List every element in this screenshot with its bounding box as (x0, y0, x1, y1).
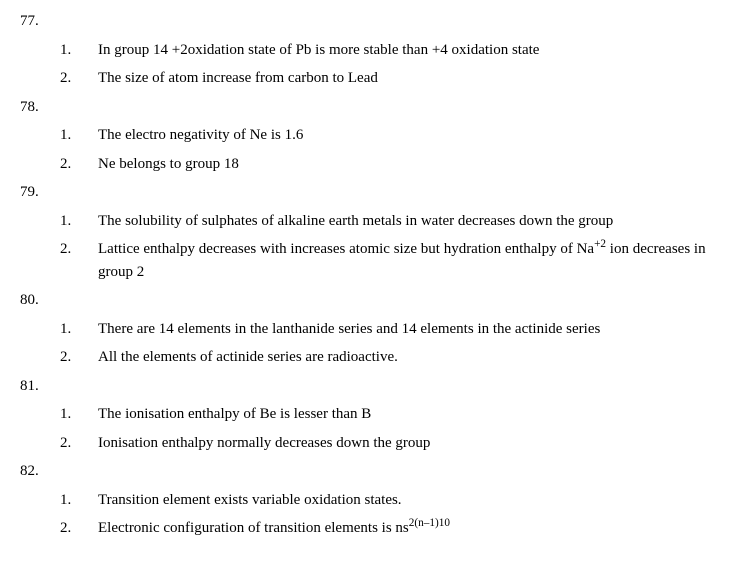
sub-item-number: 1. (60, 403, 90, 426)
sub-item-text: The size of atom increase from carbon to… (90, 67, 727, 90)
sub-item: 1.The solubility of sulphates of alkalin… (20, 210, 727, 233)
question-number: 80. (20, 289, 727, 312)
question-block: 79. 1.The solubility of sulphates of alka… (20, 181, 727, 283)
sub-item: 1.There are 14 elements in the lanthanid… (20, 318, 727, 341)
sub-item-text: Lattice enthalpy decreases with increase… (90, 238, 727, 283)
question-block: 82. 1.Transition element exists variable … (20, 460, 727, 540)
sub-item: 2.Ne belongs to group 18 (20, 153, 727, 176)
sub-item-text: Ionisation enthalpy normally decreases d… (90, 432, 727, 455)
question-block: 77. 1.In group 14 +2oxidation state of Pb… (20, 10, 727, 90)
question-block: 80. 1.There are 14 elements in the lantha… (20, 289, 727, 369)
question-number: 78. (20, 96, 727, 119)
sub-item-text: There are 14 elements in the lanthanide … (90, 318, 727, 341)
question-list: 77.1.In group 14 +2oxidation state of Pb… (20, 10, 727, 540)
sub-item-number: 2. (60, 153, 90, 176)
sub-item: 1.The ionisation enthalpy of Be is lesse… (20, 403, 727, 426)
sub-item-text: The ionisation enthalpy of Be is lesser … (90, 403, 727, 426)
sub-item-text: The solubility of sulphates of alkaline … (90, 210, 727, 233)
sub-item-number: 1. (60, 39, 90, 62)
sub-item: 1.Transition element exists variable oxi… (20, 489, 727, 512)
sub-item-number: 1. (60, 210, 90, 233)
sub-item: 2.Electronic configuration of transition… (20, 517, 727, 540)
sub-item-text: All the elements of actinide series are … (90, 346, 727, 369)
sub-item-number: 1. (60, 318, 90, 341)
sub-item-text: In group 14 +2oxidation state of Pb is m… (90, 39, 727, 62)
sub-item-text: Electronic configuration of transition e… (90, 517, 727, 540)
sub-item-text: Transition element exists variable oxida… (90, 489, 727, 512)
sub-item-number: 2. (60, 346, 90, 369)
sub-item-number: 2. (60, 67, 90, 90)
question-block: 78. 1.The electro negativity of Ne is 1.6… (20, 96, 727, 176)
sub-item-number: 2. (60, 238, 90, 283)
sub-item: 1.In group 14 +2oxidation state of Pb is… (20, 39, 727, 62)
question-number: 77. (20, 10, 727, 33)
sub-item: 2.Ionisation enthalpy normally decreases… (20, 432, 727, 455)
sub-item-number: 2. (60, 432, 90, 455)
sub-item-number: 1. (60, 124, 90, 147)
sub-item: 2.The size of atom increase from carbon … (20, 67, 727, 90)
question-number: 82. (20, 460, 727, 483)
sub-item: 2.Lattice enthalpy decreases with increa… (20, 238, 727, 283)
sub-item-text: The electro negativity of Ne is 1.6 (90, 124, 727, 147)
question-block: 81. 1.The ionisation enthalpy of Be is le… (20, 375, 727, 455)
question-number: 81. (20, 375, 727, 398)
sub-item-number: 1. (60, 489, 90, 512)
question-number: 79. (20, 181, 727, 204)
sub-item: 1.The electro negativity of Ne is 1.6 (20, 124, 727, 147)
sub-item-number: 2. (60, 517, 90, 540)
sub-item-text: Ne belongs to group 18 (90, 153, 727, 176)
sub-item: 2.All the elements of actinide series ar… (20, 346, 727, 369)
